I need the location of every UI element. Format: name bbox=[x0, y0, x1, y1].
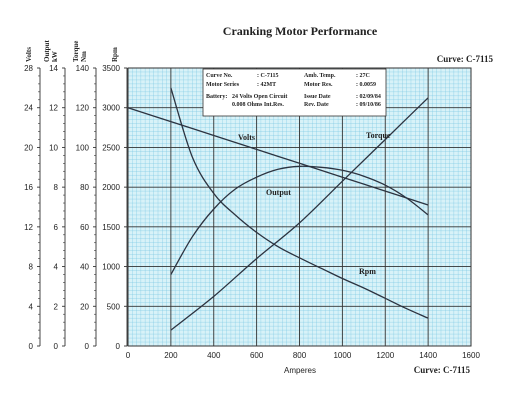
info-value-curve-no: : C-7115 bbox=[257, 73, 279, 79]
x-tick-label: 800 bbox=[293, 351, 307, 360]
y-tick-label-rpm: 3000 bbox=[102, 104, 120, 113]
info-value-motor-series: : 0.0059 bbox=[356, 82, 376, 88]
curve-label-bottom: Curve: C-7115 bbox=[414, 365, 471, 375]
series-line-volts bbox=[127, 107, 429, 206]
y-tick-label-rpm: 1500 bbox=[102, 223, 120, 232]
series-line-torque bbox=[170, 97, 429, 331]
series: Volts Output Torque Rpm bbox=[127, 87, 429, 331]
y-tick-label-volts: 24 bbox=[24, 104, 33, 113]
x-tick-label: 1400 bbox=[419, 351, 437, 360]
y-tick-label-volts: 8 bbox=[29, 263, 34, 272]
y-axis-title-output: Output bbox=[43, 40, 51, 62]
info-label-amb-temp: Amb. Temp. bbox=[304, 73, 336, 79]
x-tick-label: 1200 bbox=[376, 351, 394, 360]
y-axis-title-output: kW bbox=[51, 51, 59, 62]
y-tick-label-torque: 20 bbox=[80, 302, 89, 311]
y-tick-label-torque: 0 bbox=[85, 342, 90, 351]
y-tick-label-output: 4 bbox=[54, 263, 59, 272]
y-tick-label-output: 2 bbox=[54, 302, 59, 311]
info-label-curve-no: Curve No. bbox=[206, 73, 233, 79]
y-axis-title-torque: Torque bbox=[72, 41, 80, 62]
x-tick-label: 1000 bbox=[333, 351, 351, 360]
info-box-frame bbox=[202, 68, 387, 117]
y-tick-label-output: 8 bbox=[54, 183, 59, 192]
y-axis-title-torque: Nm bbox=[80, 51, 88, 62]
x-tick-label: 1600 bbox=[462, 351, 480, 360]
y-tick-label-rpm: 500 bbox=[107, 302, 121, 311]
series-line-rpm bbox=[170, 87, 429, 319]
x-tick-label: 200 bbox=[164, 351, 178, 360]
x-tick-label: 0 bbox=[126, 351, 131, 360]
curve-label-top: Curve: C-7115 bbox=[437, 54, 494, 64]
y-tick-label-output: 0 bbox=[54, 342, 59, 351]
y-tick-label-rpm: 3500 bbox=[102, 64, 120, 73]
y-tick-label-torque: 80 bbox=[80, 183, 89, 192]
info-value-battery: 24 Volts Open Circuit bbox=[232, 94, 287, 100]
y-tick-label-volts: 12 bbox=[24, 223, 33, 232]
y-tick-label-torque: 100 bbox=[76, 143, 90, 152]
x-tick-label: 600 bbox=[250, 351, 264, 360]
info-value-int-res: 0.008 Ohms Int.Res. bbox=[232, 102, 284, 108]
info-box: Curve No. : C-7115 Amb. Temp. : 27C Moto… bbox=[202, 68, 387, 117]
y-tick-label-torque: 40 bbox=[80, 263, 89, 272]
plot-frame bbox=[127, 67, 472, 347]
y-tick-label-rpm: 2500 bbox=[102, 143, 120, 152]
y-tick-label-torque: 60 bbox=[80, 223, 89, 232]
series-label-output: Output bbox=[266, 188, 291, 197]
y-tick-label-rpm: 0 bbox=[116, 342, 121, 351]
y-tick-label-volts: 16 bbox=[24, 183, 33, 192]
y-tick-label-output: 14 bbox=[49, 64, 58, 73]
y-tick-label-volts: 0 bbox=[29, 342, 34, 351]
info-value-issue-date: : 02/09/84 bbox=[356, 94, 381, 100]
y-tick-label-volts: 4 bbox=[29, 302, 34, 311]
y-tick-label-torque: 140 bbox=[76, 64, 90, 73]
info-label-battery: Battery: bbox=[206, 94, 227, 100]
series-line-output bbox=[170, 165, 429, 275]
info-label-motor-res: Motor Res. bbox=[304, 82, 333, 88]
y-tick-label-output: 10 bbox=[49, 143, 58, 152]
y-tick-label-volts: 20 bbox=[24, 143, 33, 152]
y-tick-label-output: 6 bbox=[54, 223, 59, 232]
info-label-motor-series: Motor Series bbox=[206, 82, 240, 88]
info-value-amb-temp: : 27C bbox=[356, 73, 370, 79]
y-tick-label-torque: 120 bbox=[76, 104, 90, 113]
y-axis-title-volts: Volts bbox=[25, 47, 33, 62]
x-axis-label: Amperes bbox=[284, 366, 316, 375]
series-label-volts: Volts bbox=[238, 133, 255, 142]
axes: 0 200 400 600 800 1000 1200 1400 160004812162024… bbox=[24, 40, 480, 360]
series-label-rpm: Rpm bbox=[359, 267, 376, 276]
y-tick-label-rpm: 2000 bbox=[102, 183, 120, 192]
y-tick-label-output: 12 bbox=[49, 104, 58, 113]
series-label-torque: Torque bbox=[366, 131, 391, 140]
info-value-motor-series-val: : 42MT bbox=[257, 82, 276, 88]
info-label-rev-date: Rev. Date bbox=[304, 102, 329, 108]
y-tick-label-volts: 28 bbox=[24, 64, 33, 73]
info-label-issue-date: Issue Date bbox=[304, 94, 331, 100]
y-tick-label-rpm: 1000 bbox=[102, 263, 120, 272]
x-tick-label: 400 bbox=[207, 351, 221, 360]
info-value-rev-date: : 09/10/86 bbox=[356, 102, 381, 108]
y-axis-title-rpm: Rpm bbox=[111, 47, 119, 62]
chart-title: Cranking Motor Performance bbox=[223, 24, 378, 38]
